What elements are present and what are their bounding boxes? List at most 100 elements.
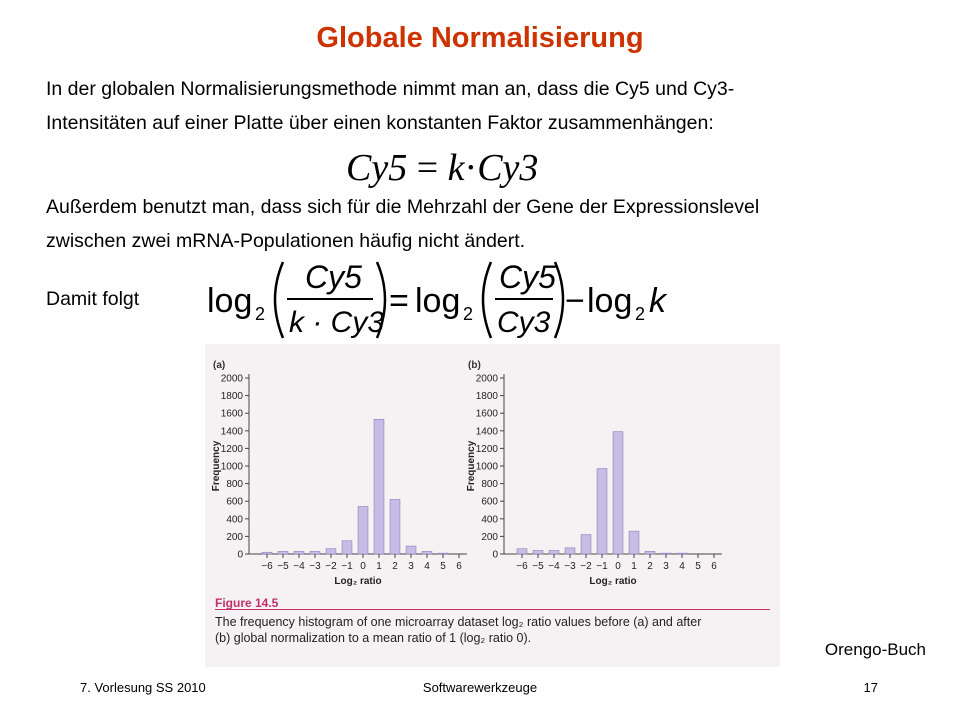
y-tick-label: 400: [481, 514, 498, 525]
log-2: log: [415, 282, 460, 320]
x-tick-label: 3: [408, 561, 414, 572]
y-tick-label: 400: [226, 514, 243, 525]
histogram-bar: [516, 548, 528, 555]
assumption-line-1: Außerdem benutzt man, dass sich für die …: [46, 196, 760, 218]
formula-equals: =: [416, 147, 439, 189]
intro-line-2: Intensitäten auf einer Platte über einen…: [46, 112, 714, 134]
x-tick-label: 6: [456, 561, 462, 572]
y-tick-label: 1000: [476, 462, 499, 473]
intro-paragraph: In der globalen Normalisierungsmethode n…: [46, 72, 926, 140]
fraction-1-den: k · Cy3: [289, 306, 384, 339]
y-tick-label: 0: [237, 550, 243, 561]
y-tick-label: 1600: [476, 409, 499, 420]
histogram-bar: [612, 431, 624, 555]
x-tick-label: 6: [711, 561, 717, 572]
x-tick-label: 4: [424, 561, 430, 572]
histogram-bar: [277, 551, 289, 555]
histogram-bar: [676, 552, 688, 555]
x-tick-label: −6: [516, 561, 528, 572]
fraction-2-num: Cy5: [499, 259, 556, 295]
x-tick-label: −5: [532, 561, 544, 572]
x-tick-label: −5: [277, 561, 289, 572]
y-tick-label: 0: [492, 550, 498, 561]
histogram-bar: [261, 551, 273, 555]
panel-label: (a): [213, 360, 225, 371]
x-tick-label: 5: [695, 561, 701, 572]
assumption-line-2: zwischen zwei mRNA-Populationen häufig n…: [46, 230, 526, 252]
y-tick-label: 1400: [476, 426, 499, 437]
footer-page-number: 17: [863, 680, 878, 695]
y-axis-label: Frequency: [466, 440, 477, 491]
x-tick-label: 4: [679, 561, 685, 572]
slide-title: Globale Normalisierung: [316, 22, 644, 54]
paren-close-2: [553, 261, 565, 339]
x-tick-label: 0: [615, 561, 621, 572]
histogram-bar: [325, 548, 337, 555]
y-tick-label: 800: [481, 479, 498, 490]
y-tick-label: 1400: [221, 426, 244, 437]
figure-14-5: (a) 0 200 400 600 800 1000 1200 1400 1600 1800 2000…: [205, 344, 780, 667]
y-tick-label: 1000: [221, 462, 244, 473]
formula-log-ratio: log 2 Cy5 k · Cy3 = log 2 Cy5 Cy3 − log …: [207, 259, 668, 339]
x-tick-label: 2: [647, 561, 653, 572]
y-tick-label: 2000: [221, 374, 244, 385]
x-tick-label: −1: [596, 561, 608, 572]
histogram-bar: [628, 530, 640, 555]
panel-label: (b): [468, 360, 481, 371]
x-tick-label: −2: [325, 561, 337, 572]
histogram-bar: [421, 551, 433, 555]
caption-rule: [215, 609, 770, 610]
footer-course: Softwarewerkzeuge: [422, 680, 538, 695]
formula-proportionality: Cy5 = k·Cy3: [346, 146, 538, 190]
figure-title: Figure 14.5: [215, 596, 279, 610]
x-tick-label: 2: [392, 561, 398, 572]
y-tick-label: 600: [481, 497, 498, 508]
log-2-base: 2: [463, 304, 473, 324]
formula-k: k: [447, 147, 465, 189]
formula-lhs: Cy5: [346, 147, 408, 189]
paren-open-1: [273, 261, 285, 339]
x-tick-label: −4: [293, 561, 305, 572]
footer-lecture: 7. Vorlesung SS 2010: [80, 680, 206, 695]
x-tick-label: 1: [376, 561, 382, 572]
histogram-bar: [644, 551, 656, 555]
histogram-after: (b) 0 200 400 600 800 1000 1200 1400 1600 1800 2000…: [466, 360, 722, 587]
log-1-base: 2: [255, 304, 265, 324]
x-tick-label: 3: [663, 561, 669, 572]
damit-label: Damit folgt: [46, 288, 140, 310]
y-tick-label: 200: [481, 532, 498, 543]
histogram-bar: [357, 506, 369, 555]
y-tick-label: 200: [226, 532, 243, 543]
formula-cy3: Cy3: [477, 147, 539, 189]
x-tick-label: −4: [548, 561, 560, 572]
histogram-bar: [548, 550, 560, 555]
x-tick-label: 1: [631, 561, 637, 572]
figure-caption: The frequency histogram of one microarra…: [215, 614, 770, 646]
intro-line-1: In der globalen Normalisierungsmethode n…: [46, 78, 735, 100]
x-tick-label: −3: [309, 561, 321, 572]
x-tick-label: 0: [360, 561, 366, 572]
log-1: log: [207, 282, 252, 320]
y-axis-label: Frequency: [211, 440, 222, 491]
x-tick-label: −6: [261, 561, 273, 572]
histogram-bar: [660, 552, 672, 555]
histogram-before: (a) 0 200 400 600 800 1000 1200 1400 1600 1800 2000…: [211, 360, 467, 587]
formula2-k: k: [649, 282, 668, 320]
fraction-1-num: Cy5: [305, 259, 362, 295]
fraction-2-den: Cy3: [497, 306, 551, 339]
histogram-bar: [437, 552, 449, 555]
caption-line-2: (b) global normalization to a mean ratio…: [215, 631, 532, 645]
source-label: Orengo-Buch: [824, 640, 926, 659]
y-tick-label: 2000: [476, 374, 499, 385]
x-tick-label: −1: [341, 561, 353, 572]
histogram-bar: [580, 534, 592, 555]
x-tick-label: −3: [564, 561, 576, 572]
y-tick-label: 600: [226, 497, 243, 508]
y-tick-label: 1600: [221, 409, 244, 420]
caption-line-1: The frequency histogram of one microarra…: [215, 615, 702, 629]
y-tick-label: 1200: [221, 444, 244, 455]
histogram-bar: [309, 551, 321, 555]
y-tick-label: 1800: [221, 391, 244, 402]
histogram-bar: [293, 551, 305, 555]
x-axis-label: Log₂ ratio: [334, 576, 381, 587]
